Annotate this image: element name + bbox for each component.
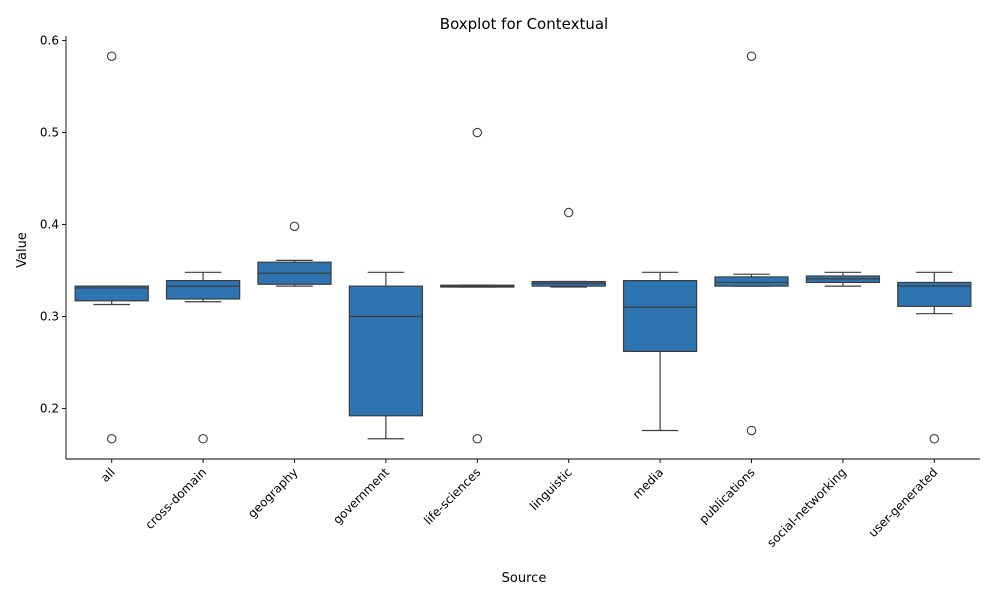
box-publications	[714, 276, 789, 287]
box-all	[74, 285, 149, 302]
y-tick-label: 0.2	[40, 401, 59, 415]
box-cross-domain	[165, 280, 241, 300]
x-tick-label: all	[98, 465, 118, 485]
chart-title: Boxplot for Contextual	[440, 15, 608, 33]
x-tick-label: government	[330, 465, 392, 527]
plot-area: 0.2 0.3 0.4 0.5 0.6 all cross-domain geography g…	[40, 34, 980, 550]
outlier-point	[289, 221, 300, 232]
x-tick-label: linguistic	[527, 465, 575, 513]
y-tick-label: 0.6	[40, 34, 59, 48]
outlier-point	[472, 127, 483, 138]
x-tick-label: user-generated	[866, 465, 941, 540]
box-government	[348, 285, 424, 417]
x-tick-label: publications	[696, 465, 757, 526]
y-tick-label: 0.4	[40, 218, 59, 232]
y-tick-label: 0.3	[40, 309, 59, 323]
x-tick-label: social-networking	[764, 465, 849, 550]
outlier-point	[746, 51, 757, 61]
box-user-generated	[897, 281, 972, 307]
y-axis-label: Value	[15, 232, 30, 268]
x-axis-label: Source	[502, 571, 547, 586]
x-tick-label: media	[630, 465, 666, 501]
box-media	[622, 280, 698, 353]
x-tick-label: life-sciences	[421, 465, 483, 527]
y-tick-label: 0.5	[40, 126, 59, 140]
outlier-point	[198, 434, 208, 444]
x-tick-label: cross-domain	[142, 465, 209, 532]
outlier-point	[106, 51, 117, 61]
outlier-point	[929, 434, 940, 444]
outlier-point	[563, 207, 574, 218]
x-tick-label: geography	[245, 465, 301, 521]
outlier-point	[746, 425, 757, 436]
outlier-point	[472, 434, 483, 444]
outlier-point	[106, 434, 117, 444]
